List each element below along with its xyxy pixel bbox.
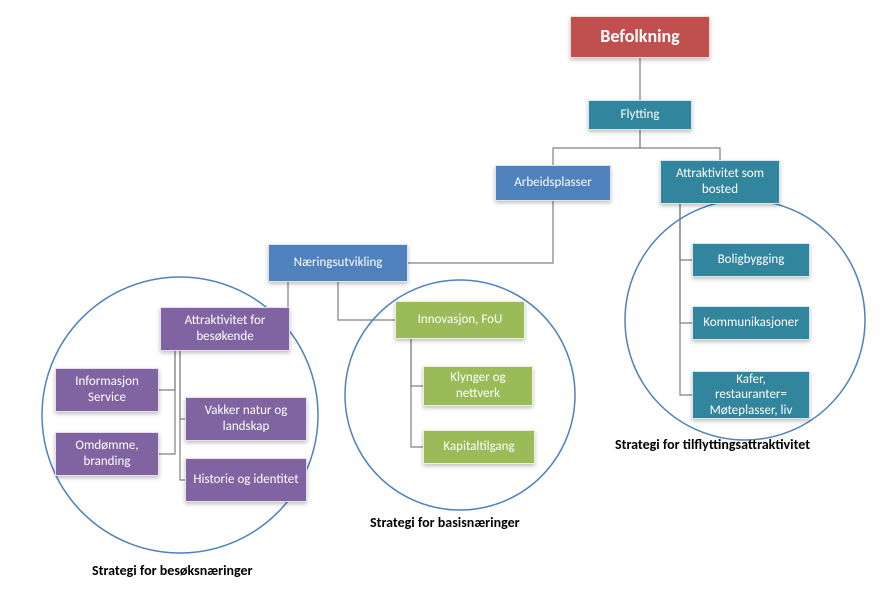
caption-text: Strategi for besøksnæringer: [92, 562, 253, 579]
node-kommunikasjoner: Kommunikasjoner: [692, 306, 810, 340]
node-label: Kafer, restauranter= Møteplasser, liv: [699, 372, 803, 419]
node-label: Attraktivitet for besøkende: [167, 313, 283, 344]
node-boligbygging: Boligbygging: [692, 243, 810, 277]
node-label: Næringsutvikling: [294, 255, 383, 271]
node-vakker-natur: Vakker natur og landskap: [185, 397, 307, 441]
node-label: Innovasjon, FoU: [418, 312, 503, 328]
node-omdomme: Omdømme, branding: [55, 432, 159, 476]
caption-basisnaeringer: Strategi for basisnæringer: [370, 514, 520, 531]
node-label: Flytting: [621, 107, 660, 123]
node-label: Attraktivitet som bosted: [667, 166, 773, 197]
node-attraktivitet-bosted: Attraktivitet som bosted: [660, 160, 780, 204]
node-label: Vakker natur og landskap: [192, 403, 300, 434]
node-innovasjon: Innovasjon, FoU: [395, 301, 525, 339]
caption-text: Strategi for basisnæringer: [370, 514, 520, 531]
caption-text: Strategi for tilflyttingsattraktivitet: [615, 436, 810, 453]
caption-tilflytting: Strategi for tilflyttingsattraktivitet: [615, 436, 810, 453]
node-label: Klynger og nettverk: [430, 370, 526, 401]
node-kafer: Kafer, restauranter= Møteplasser, liv: [692, 371, 810, 419]
node-historie: Historie og identitet: [185, 458, 307, 502]
node-klynger: Klynger og nettverk: [423, 366, 533, 406]
node-label: Omdømme, branding: [62, 438, 152, 469]
caption-besoksnaeringer: Strategi for besøksnæringer: [92, 562, 253, 579]
node-attraktivitet-besokende: Attraktivitet for besøkende: [160, 307, 290, 351]
node-label: Kapitaltilgang: [443, 439, 514, 455]
node-label: Kommunikasjoner: [703, 315, 799, 331]
node-naeringsutvikling: Næringsutvikling: [268, 244, 408, 282]
node-label: Arbeidsplasser: [514, 175, 591, 191]
node-kapitaltilgang: Kapitaltilgang: [423, 430, 535, 464]
node-label: Boligbygging: [718, 252, 785, 268]
node-label: Historie og identitet: [193, 472, 298, 488]
node-arbeidsplasser: Arbeidsplasser: [495, 165, 611, 201]
node-label: Informasjon Service: [62, 374, 152, 405]
node-flytting: Flytting: [588, 100, 692, 130]
node-informasjon: Informasjon Service: [55, 368, 159, 412]
node-label: Befolkning: [600, 26, 679, 48]
node-befolkning: Befolkning: [570, 16, 710, 58]
